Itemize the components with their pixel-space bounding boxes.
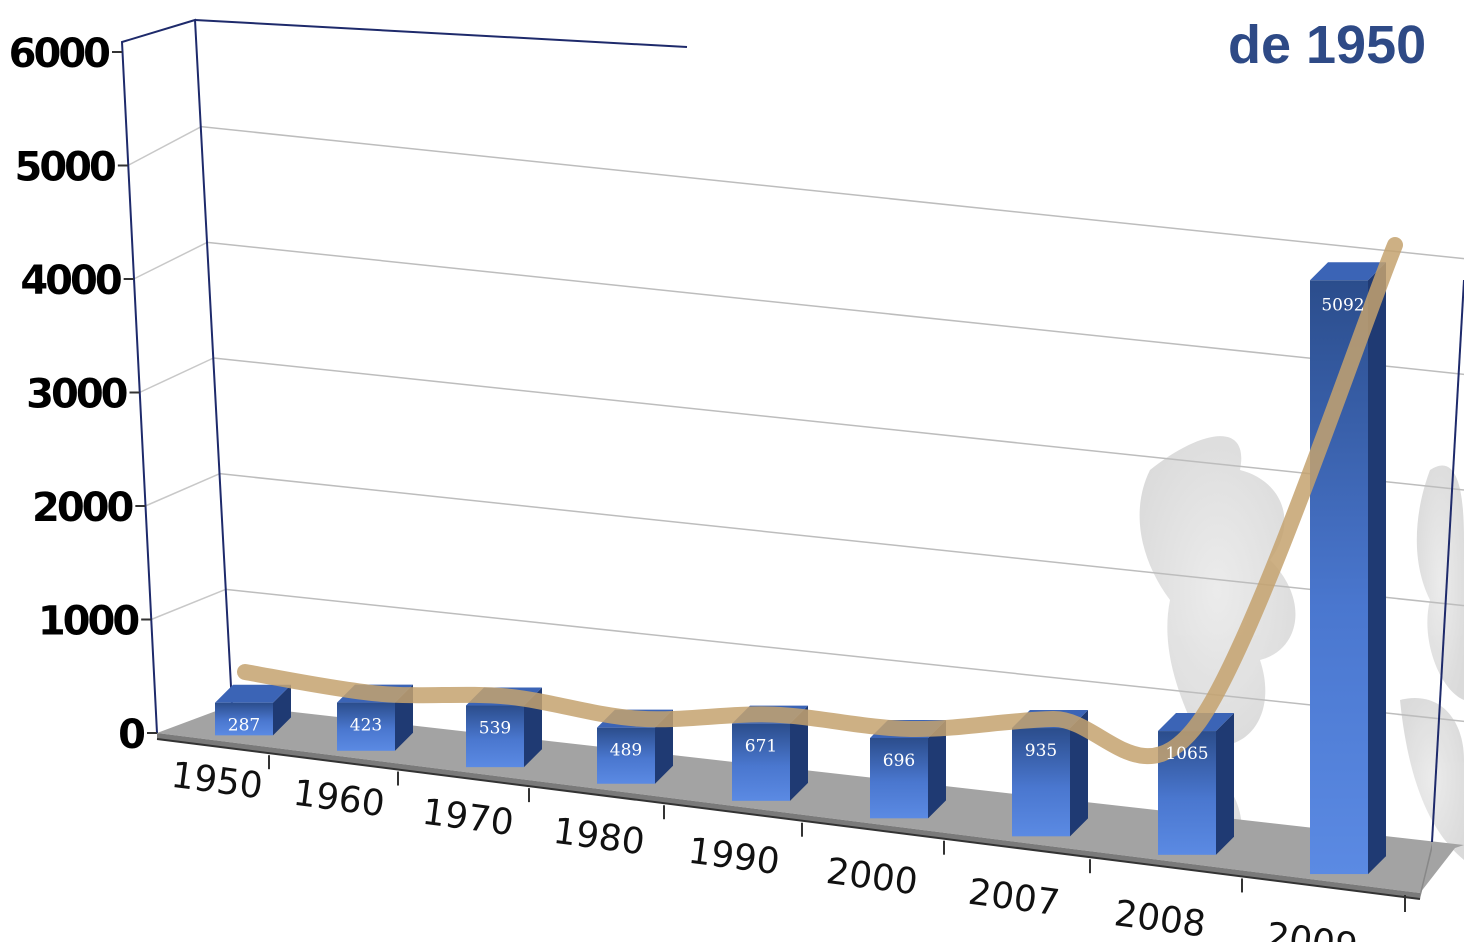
bar-side — [1368, 262, 1386, 875]
floor-side — [1420, 843, 1432, 899]
bar — [466, 705, 524, 768]
x-tick-label: 1980 — [551, 811, 647, 864]
y-axis-ticks: 0 1000 2000 3000 4000 5000 6000 — [9, 31, 157, 758]
y-axis-line — [120, 18, 233, 734]
bar — [870, 737, 928, 819]
bar — [1012, 728, 1070, 837]
bar-side — [928, 719, 946, 819]
data-label: 935 — [1025, 741, 1057, 761]
bar-side — [1216, 713, 1234, 855]
bar — [337, 702, 395, 751]
x-tick-label: 1960 — [291, 773, 387, 826]
x-tick-label: 2007 — [966, 872, 1062, 925]
data-label: 489 — [610, 741, 642, 761]
data-label: 671 — [745, 737, 777, 757]
y-tick-label: 4000 — [20, 258, 120, 304]
data-label: 696 — [883, 751, 915, 771]
x-tick-label: 1950 — [169, 755, 265, 808]
bar-side — [1070, 710, 1088, 837]
bar — [1310, 280, 1368, 875]
bar — [732, 723, 790, 801]
bar-top — [215, 684, 291, 703]
right-wall-edge — [1431, 279, 1464, 843]
x-tick-label: 2000 — [824, 851, 920, 904]
y-tick-label: 3000 — [26, 372, 126, 418]
y-tick-label: 5000 — [15, 145, 115, 191]
gridline — [150, 588, 227, 621]
y-tick-label: 2000 — [32, 485, 132, 531]
gridline — [219, 472, 1464, 607]
data-label: 539 — [479, 719, 511, 739]
data-label: 287 — [228, 716, 260, 736]
gridline — [127, 126, 202, 167]
trend-line-path — [237, 237, 1403, 765]
x-axis-line — [156, 738, 1421, 900]
bar — [597, 727, 655, 784]
bar-side — [790, 705, 808, 801]
y-tick-label: 0 — [118, 712, 144, 758]
y-tick-label: 1000 — [38, 599, 138, 645]
gridline — [225, 588, 1464, 723]
gridline — [133, 241, 208, 280]
gridline — [207, 241, 1464, 376]
x-tick-label: 1990 — [686, 831, 782, 884]
bar-top — [1310, 262, 1386, 281]
chart-title: de 1950 — [1228, 15, 1427, 75]
back-wall-top-edge — [194, 19, 688, 48]
gridlines — [127, 125, 1464, 723]
bar-side — [273, 684, 291, 736]
axes — [120, 18, 1464, 900]
x-tick-label: 2009 — [1264, 915, 1360, 942]
gridline — [213, 357, 1464, 491]
x-tick-label: 1970 — [420, 792, 516, 845]
floor-edge — [157, 733, 1420, 899]
gridline — [139, 357, 214, 394]
gridline — [201, 125, 1464, 260]
y-tick-label: 6000 — [9, 31, 109, 77]
data-label: 5092 — [1321, 295, 1364, 315]
data-label: 1065 — [1165, 744, 1208, 764]
x-tick-label: 2008 — [1112, 893, 1208, 942]
trend-line — [237, 237, 1403, 765]
data-label: 423 — [350, 716, 382, 736]
bar-side — [655, 709, 673, 784]
data-labels: 287 423 539 489 671 696 935 1065 5092 — [228, 295, 1365, 771]
gridline — [145, 472, 220, 507]
bar — [215, 702, 273, 736]
